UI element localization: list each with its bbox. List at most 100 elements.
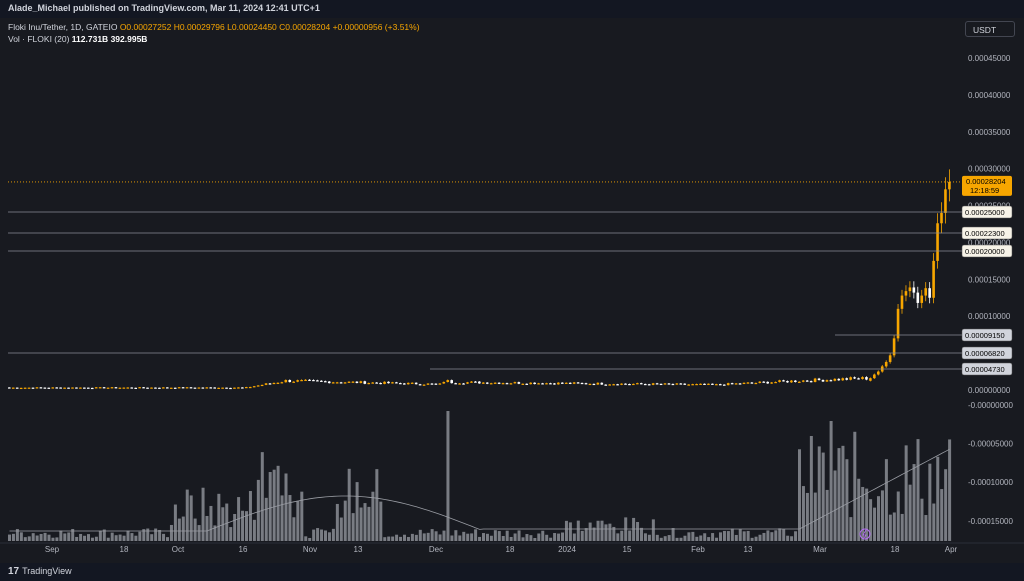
volume-bar xyxy=(489,535,493,541)
candle-body xyxy=(418,384,422,386)
volume-bar xyxy=(533,537,537,541)
volume-bar xyxy=(90,537,94,541)
volume-bar xyxy=(758,534,762,541)
volume-bar xyxy=(316,528,320,541)
candle-body xyxy=(150,387,153,389)
currency-button[interactable]: USDT xyxy=(965,21,1015,37)
candle-body xyxy=(533,382,536,385)
price-tick-label: -0.00015000 xyxy=(968,517,1013,526)
candle-body xyxy=(798,381,801,383)
volume-bar xyxy=(655,534,659,541)
candle-body xyxy=(892,338,896,356)
level-tag xyxy=(961,205,1013,219)
candle-body xyxy=(754,382,758,385)
candle-body xyxy=(118,387,122,389)
candle-body xyxy=(87,387,90,389)
tradingview-logo: 17 TradingView xyxy=(8,566,72,577)
volume-bar xyxy=(169,524,173,541)
candle-body xyxy=(154,387,157,389)
candle-body xyxy=(719,384,722,386)
price-tick-label: 0.00000000 xyxy=(968,386,1011,395)
candle-body xyxy=(110,387,114,389)
volume-bar xyxy=(782,529,786,541)
time-tick-label: 13 xyxy=(354,545,363,554)
price-chart[interactable]: 0.00045000 0.00040000 0.00035000 0.00030000… xyxy=(0,18,1024,564)
candle-body xyxy=(371,382,374,384)
low-value: L0.00024450 xyxy=(227,22,277,32)
candle-body xyxy=(667,383,671,385)
volume-bar xyxy=(27,536,31,541)
volume-bar xyxy=(450,535,454,541)
volume-bar xyxy=(122,535,126,541)
volume-bar xyxy=(715,537,719,541)
candle-body xyxy=(801,380,805,382)
volume-bar xyxy=(67,532,71,541)
volume-bar xyxy=(43,532,47,541)
volume-bar xyxy=(794,531,798,541)
volume-bar xyxy=(209,505,213,541)
candle-body xyxy=(241,387,244,389)
volume-bar xyxy=(596,520,600,541)
candle-body xyxy=(363,381,367,384)
candle-body xyxy=(845,378,848,380)
volume-bar xyxy=(225,503,229,541)
volume-bar xyxy=(572,533,576,541)
volume-bar xyxy=(248,491,252,541)
volume-bar xyxy=(189,495,193,541)
close-value: C0.00028204 xyxy=(279,22,331,32)
candle-body xyxy=(561,382,564,384)
candle-body xyxy=(173,387,177,389)
time-tick-label: 16 xyxy=(239,545,248,554)
candle-body xyxy=(23,387,27,389)
level-tag xyxy=(961,226,1013,240)
candle-body xyxy=(272,382,276,385)
candle-body xyxy=(924,288,927,296)
volume-bar xyxy=(312,529,316,541)
candle-body xyxy=(260,384,264,387)
candle-body xyxy=(517,382,521,384)
candle-body xyxy=(217,387,220,389)
volume-bar xyxy=(351,513,355,541)
candle-body xyxy=(553,383,556,385)
candle-body xyxy=(426,383,430,385)
current-price-label: 0.00028204 xyxy=(966,177,1006,186)
volume-bar xyxy=(896,491,900,541)
volume-bar xyxy=(561,532,564,541)
volume-bar xyxy=(924,515,928,541)
candle-body xyxy=(884,361,888,367)
volume-bar xyxy=(557,533,561,541)
volume-bar xyxy=(308,537,312,541)
candle-body xyxy=(790,380,793,383)
volume-bar xyxy=(766,530,770,541)
volume-bar xyxy=(47,534,51,541)
candle-body xyxy=(391,382,394,384)
volume-bar xyxy=(853,431,857,541)
volume-bar xyxy=(845,459,849,541)
volume-bar xyxy=(327,532,331,541)
candle-body xyxy=(687,384,690,386)
volume-bar xyxy=(79,533,83,541)
volume-bar xyxy=(711,533,715,541)
candle-body xyxy=(509,383,513,385)
volume-bar xyxy=(35,535,39,541)
candle-body xyxy=(320,380,323,382)
volume-bar xyxy=(643,533,647,541)
volume-bar xyxy=(667,535,671,541)
candle-body xyxy=(406,382,410,385)
candle-body xyxy=(130,387,134,389)
volume-bar xyxy=(55,537,59,541)
volume-bar xyxy=(39,533,43,541)
volume-bar xyxy=(181,516,185,541)
candle-body xyxy=(47,387,51,389)
candle-body xyxy=(387,381,390,384)
candle-body xyxy=(853,377,856,379)
volume-bar xyxy=(604,524,608,541)
volume-bar xyxy=(245,511,248,541)
volume-bar xyxy=(707,537,711,541)
volume-bar xyxy=(19,532,23,541)
volume-bar xyxy=(391,536,395,541)
candle-body xyxy=(699,383,702,385)
volume-bar xyxy=(541,530,545,541)
volume-bar xyxy=(478,536,482,541)
candle-body xyxy=(458,383,461,385)
